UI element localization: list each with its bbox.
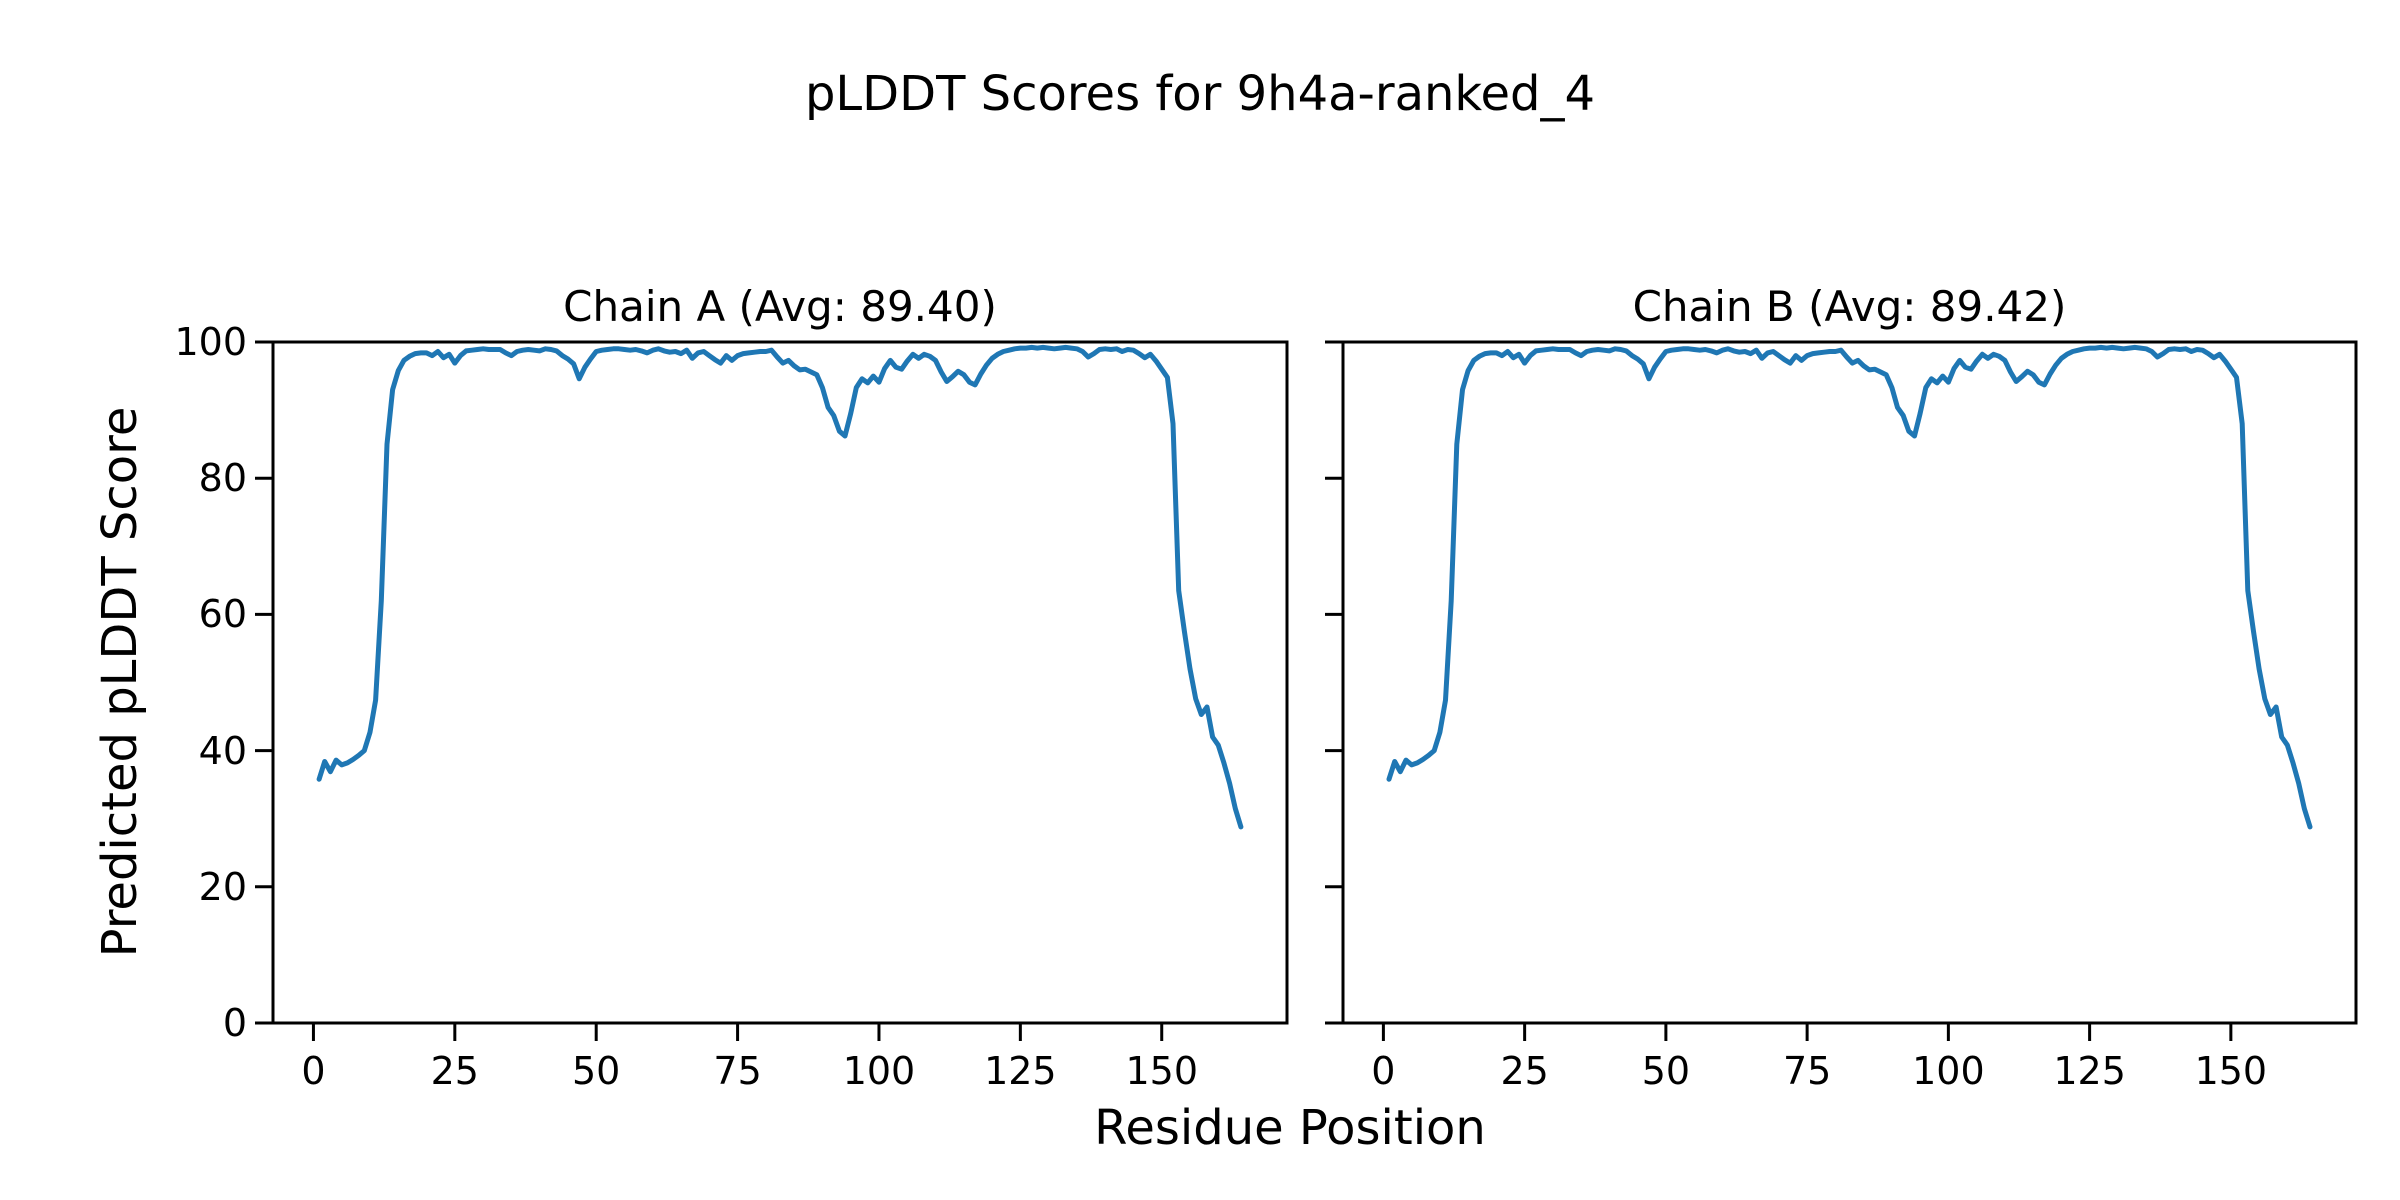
x-tick-label: 100 bbox=[842, 1049, 916, 1093]
x-tick-label: 125 bbox=[2053, 1049, 2126, 1093]
subplot-title-chain-a: Chain A (Avg: 89.40) bbox=[563, 282, 997, 331]
x-tick-label: 100 bbox=[1912, 1049, 1985, 1093]
x-tick-label: 125 bbox=[984, 1049, 1057, 1093]
x-tick-label: 150 bbox=[2194, 1049, 2268, 1093]
plddt-line-chain-a bbox=[316, 344, 1244, 830]
y-tick-label: 20 bbox=[198, 864, 247, 909]
x-tick-label: 75 bbox=[713, 1049, 762, 1093]
x-tick-label: 50 bbox=[1641, 1049, 1691, 1093]
y-tick-label: 60 bbox=[198, 592, 247, 637]
axes-frame bbox=[1341, 340, 2358, 1025]
x-tick-label: 0 bbox=[1371, 1049, 1396, 1093]
x-tick-label: 0 bbox=[301, 1049, 326, 1093]
x-tick-label: 25 bbox=[1500, 1049, 1549, 1093]
y-tick-label: 40 bbox=[198, 728, 247, 773]
x-tick-label: 150 bbox=[1125, 1049, 1198, 1093]
x-axis-label: Residue Position bbox=[1094, 1100, 1486, 1156]
y-tick-label: 100 bbox=[174, 320, 247, 364]
x-tick-label: 75 bbox=[1782, 1049, 1832, 1093]
y-tick-label: 80 bbox=[198, 456, 247, 501]
subplot-title-chain-b: Chain B (Avg: 89.42) bbox=[1632, 282, 2067, 331]
plddt-line-chain-b bbox=[1386, 344, 2313, 830]
figure-title: pLDDT Scores for 9h4a-ranked_4 bbox=[804, 66, 1596, 122]
x-tick-label: 25 bbox=[430, 1049, 479, 1093]
y-tick-label: 0 bbox=[222, 1001, 247, 1045]
axes-frame bbox=[271, 340, 1289, 1025]
x-tick-label: 50 bbox=[572, 1049, 621, 1093]
